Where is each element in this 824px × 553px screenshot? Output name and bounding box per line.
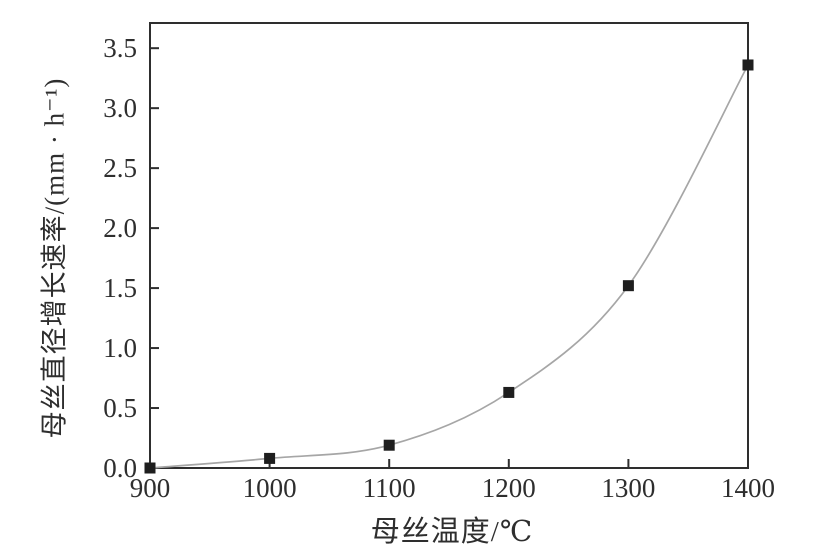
x-tick-label: 900 <box>130 473 171 503</box>
y-tick-label: 1.0 <box>103 333 137 363</box>
data-point-marker <box>742 59 754 71</box>
x-axis-title: 母丝温度/℃ <box>370 516 534 548</box>
y-tick-label: 3.0 <box>103 93 137 123</box>
y-tick-label: 2.0 <box>103 213 137 243</box>
data-point-marker <box>144 462 156 474</box>
plot-frame <box>149 22 749 469</box>
data-point-marker <box>264 452 276 464</box>
x-tick-label: 1200 <box>482 473 536 503</box>
data-point-marker <box>503 386 515 398</box>
y-axis-title: 母丝直径增长速率/(mm · h⁻¹) <box>39 77 70 439</box>
y-tick-label: 2.5 <box>103 153 137 183</box>
x-tick-label: 1300 <box>601 473 655 503</box>
x-tick-label: 1400 <box>721 473 775 503</box>
data-curve <box>149 64 749 469</box>
y-tick-label: 1.5 <box>103 273 137 303</box>
y-tick-label: 0.5 <box>103 393 137 423</box>
data-point-marker <box>622 280 634 292</box>
data-point-marker <box>383 439 395 451</box>
x-tick-label: 1000 <box>243 473 297 503</box>
y-tick-label: 3.5 <box>103 33 137 63</box>
x-tick-label: 1100 <box>363 473 416 503</box>
y-tick-label: 0.0 <box>103 453 137 483</box>
